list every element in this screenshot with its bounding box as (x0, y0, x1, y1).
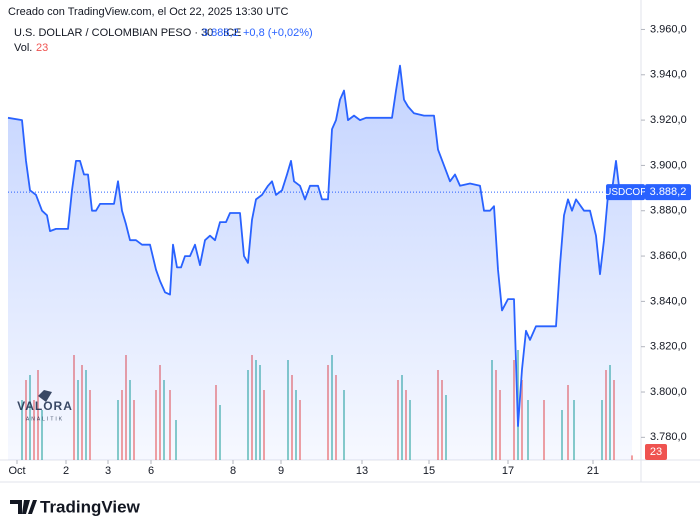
x-tick-label: 9 (278, 465, 284, 477)
x-tick-label: Oct (8, 465, 25, 477)
watermark-name: VALORA (17, 399, 73, 413)
x-tick-label: 6 (148, 465, 154, 477)
ticker-badge (606, 184, 645, 201)
x-tick-label: 3 (105, 465, 111, 477)
y-tick-label: 3.800,0 (650, 386, 687, 398)
last-price-label: 3.888,2 (650, 186, 687, 198)
price-area (8, 65, 632, 460)
price-line (7, 64, 633, 427)
y-tick-label: 3.780,0 (650, 431, 687, 443)
symbol: U.S. DOLLAR / COLOMBIAN PESO · 30 · ICE (14, 27, 241, 39)
y-tick-label: 3.860,0 (650, 250, 687, 262)
y-tick-label: 3.940,0 (650, 69, 687, 81)
logo-icon (10, 500, 37, 514)
y-tick-label: 3.880,0 (650, 205, 687, 217)
x-tick-label: 21 (587, 465, 599, 477)
y-tick-label: 3.900,0 (650, 159, 687, 171)
watermark: VALORA ANALITIK (17, 390, 73, 422)
x-tick-label: 13 (356, 465, 368, 477)
ticker-label: USDCOP (604, 187, 647, 198)
y-tick-label: 3.820,0 (650, 341, 687, 353)
price-pane (7, 64, 641, 460)
volume-badge (645, 444, 667, 460)
legend-price: 3.888,2 (202, 27, 239, 39)
volume-value: 23 (36, 42, 48, 54)
footer-logo: TradingView (10, 497, 141, 516)
volume-badge-label: 23 (650, 446, 662, 458)
watermark-tagline: ANALITIK (26, 416, 64, 422)
axes: 3.780,0 3.800,0 3.820,0 3.840,0 3.860,0 3.880… (8, 23, 691, 477)
footer-brand: TradingView (40, 497, 141, 516)
watermark-icon (38, 390, 52, 402)
y-tick-label: 3.920,0 (650, 114, 687, 126)
x-tick-label: 2 (63, 465, 69, 477)
legend-change: +0,8 (+0,02%) (243, 27, 313, 39)
x-tick-label: 8 (230, 465, 236, 477)
credit: Creado con TradingView.com, el Oct 22, 2… (8, 6, 289, 18)
last-price-badge (645, 184, 691, 201)
y-tick-label: 3.840,0 (650, 295, 687, 307)
x-tick-label: 15 (423, 465, 435, 477)
y-tick-label: 3.960,0 (650, 23, 687, 35)
x-tick-label: 17 (502, 465, 514, 477)
volume-label: Vol. (14, 42, 32, 54)
